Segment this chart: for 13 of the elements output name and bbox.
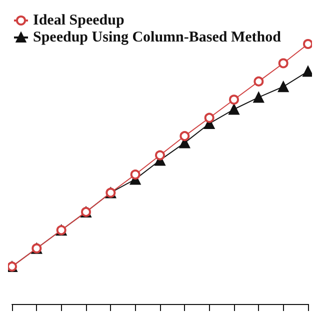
point: [278, 81, 289, 92]
point: [204, 112, 214, 123]
point: [278, 58, 288, 68]
point: [303, 39, 312, 49]
point: [180, 131, 190, 142]
legend-label: Speedup Using Column-Based Method: [33, 30, 282, 46]
point: [253, 92, 264, 103]
point: [228, 104, 240, 115]
legend-label: Ideal Speedup: [33, 12, 124, 28]
point: [229, 94, 239, 105]
point: [155, 150, 165, 160]
point: [254, 76, 264, 86]
point: [130, 170, 140, 180]
